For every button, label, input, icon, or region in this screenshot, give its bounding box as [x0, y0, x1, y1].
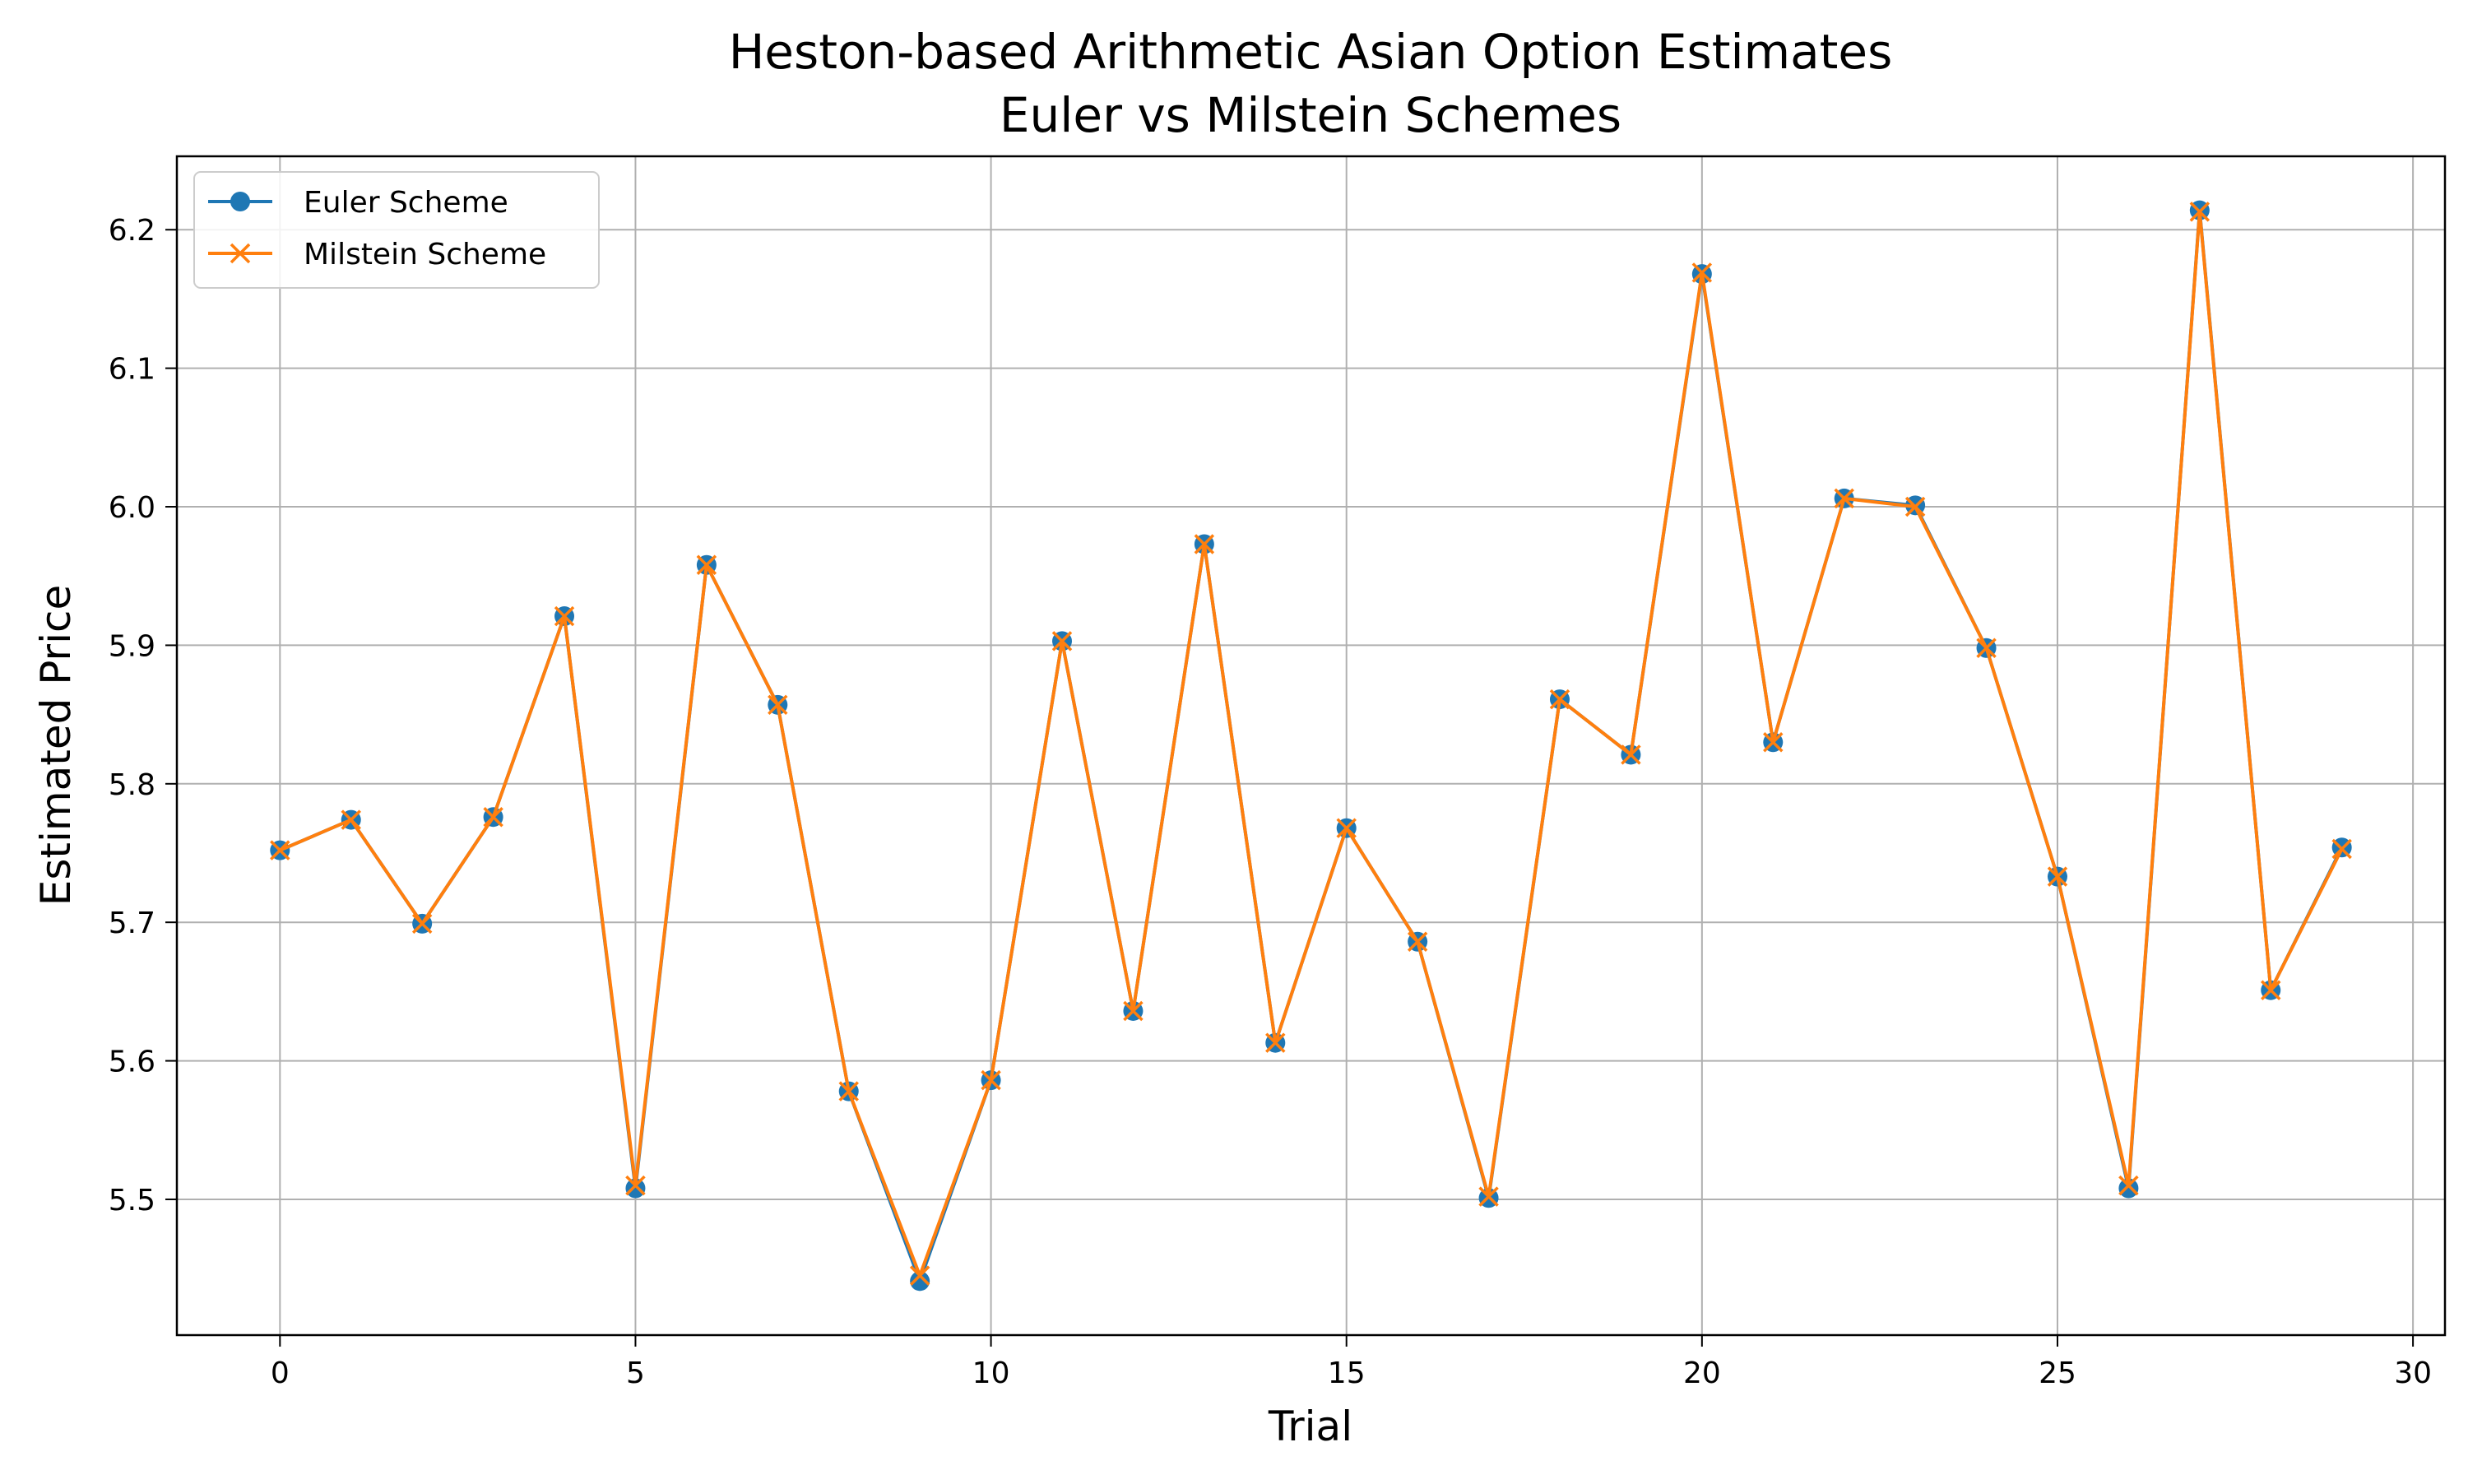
- x-marker-stroke: [1904, 496, 1926, 517]
- milstein-point: [270, 840, 290, 860]
- milstein-point: [341, 809, 361, 830]
- milstein-line: [279, 210, 2344, 1278]
- legend-box: [193, 171, 600, 289]
- y-tick-label: 6.0: [109, 491, 155, 525]
- x-marker-stroke: [1123, 1000, 1144, 1022]
- series-layer: [270, 200, 2352, 1292]
- milstein-point: [838, 1081, 859, 1101]
- x-marker-stroke: [1051, 631, 1073, 652]
- milstein-point: [2331, 838, 2352, 860]
- milstein-point: [1621, 744, 1641, 765]
- legend-marker-milstein: [230, 243, 251, 264]
- y-tick-label: 6.1: [109, 353, 155, 387]
- y-tick-label: 5.7: [109, 907, 155, 940]
- x-marker-stroke: [411, 913, 433, 934]
- milstein-point: [1336, 818, 1357, 838]
- x-marker-stroke: [696, 554, 717, 575]
- milstein-point: [2189, 202, 2211, 222]
- euler-point: [2118, 1178, 2139, 1199]
- x-tick-label: 20: [1683, 1356, 1721, 1390]
- x-marker-stroke: [270, 840, 290, 860]
- x-marker-stroke: [1549, 689, 1570, 710]
- milstein-point: [1407, 931, 1428, 953]
- milstein-point: [2261, 980, 2281, 1000]
- x-marker-stroke: [1763, 732, 1784, 753]
- x-marker-stroke: [2118, 1175, 2139, 1196]
- milstein-point: [768, 694, 788, 716]
- x-marker-stroke: [2331, 838, 2352, 860]
- milstein-point: [1904, 496, 1926, 517]
- milstein-point: [1194, 534, 1215, 554]
- x-marker-stroke: [909, 1265, 930, 1286]
- milstein-point: [981, 1069, 1001, 1091]
- x-marker-stroke: [1336, 818, 1357, 838]
- milstein-point: [1123, 1000, 1144, 1022]
- x-tick-label: 15: [1328, 1356, 1366, 1390]
- milstein-point: [1763, 732, 1784, 753]
- y-tick-label: 5.9: [109, 629, 155, 663]
- x-axis-label: Trial: [1268, 1403, 1352, 1450]
- euler-point: [625, 1178, 646, 1199]
- euler-point: [910, 1271, 930, 1292]
- milstein-point: [1691, 262, 1713, 283]
- chart-subtitle: Euler vs Milstein Schemes: [1000, 87, 1621, 143]
- milstein-point: [625, 1175, 646, 1196]
- x-marker-stroke: [554, 605, 575, 627]
- x-marker-stroke: [341, 809, 361, 830]
- milstein-point: [1478, 1186, 1499, 1207]
- milstein-point: [909, 1265, 930, 1286]
- milstein-point: [554, 605, 575, 627]
- milstein-point: [2118, 1175, 2139, 1196]
- milstein-point: [1265, 1032, 1286, 1053]
- x-marker-stroke: [1194, 534, 1215, 554]
- y-axis-label: Estimated Price: [32, 585, 80, 906]
- x-tick-label: 10: [972, 1356, 1010, 1390]
- x-marker-stroke: [1976, 638, 1997, 659]
- plot-frame: [175, 155, 2447, 1337]
- x-marker-stroke: [230, 243, 251, 264]
- x-marker-stroke: [2047, 866, 2068, 887]
- x-marker-stroke: [768, 694, 788, 716]
- legend: Euler Scheme Milstein Scheme: [193, 171, 600, 289]
- milstein-point: [1834, 488, 1854, 509]
- milstein-point: [411, 913, 433, 934]
- milstein-point: [483, 806, 503, 828]
- x-marker-stroke: [1265, 1032, 1286, 1053]
- x-marker-stroke: [1407, 931, 1428, 953]
- series-milstein: [270, 202, 2352, 1286]
- x-tick-label: 5: [626, 1356, 645, 1390]
- legend-label-euler: Euler Scheme: [304, 186, 508, 220]
- x-tick-label: 30: [2394, 1356, 2432, 1390]
- milstein-point: [2047, 866, 2068, 887]
- milstein-point: [1976, 638, 1997, 659]
- milstein-point: [696, 554, 717, 575]
- x-marker-stroke: [1691, 262, 1713, 283]
- x-tick-label: 25: [2039, 1356, 2076, 1390]
- x-marker-stroke: [981, 1069, 1001, 1091]
- x-marker-stroke: [2261, 980, 2281, 1000]
- chart-title: Heston-based Arithmetic Asian Option Est…: [729, 24, 1893, 80]
- x-marker-stroke: [838, 1081, 859, 1101]
- milstein-point: [1051, 631, 1073, 652]
- x-tick-label: 0: [271, 1356, 290, 1390]
- x-marker-stroke: [625, 1175, 646, 1196]
- x-marker-stroke: [1478, 1186, 1499, 1207]
- x-marker-stroke: [1834, 488, 1854, 509]
- y-tick-label: 5.5: [109, 1184, 155, 1217]
- y-tick-label: 6.2: [109, 214, 155, 248]
- x-marker-stroke: [1621, 744, 1641, 765]
- y-tick-label: 5.8: [109, 768, 155, 802]
- milstein-point: [1549, 689, 1570, 710]
- legend-marker-euler: [230, 192, 250, 211]
- legend-label-milstein: Milstein Scheme: [304, 238, 546, 271]
- x-marker-stroke: [2189, 202, 2211, 222]
- y-tick-label: 5.6: [109, 1046, 155, 1079]
- ticks: 0 5 10 15 20 25 30 5.5 5.6 5.7 5.8 5.9 6.0 6.1 6.2: [109, 214, 2432, 1390]
- x-marker-stroke: [483, 806, 503, 828]
- legend-x-glyph: [230, 243, 251, 264]
